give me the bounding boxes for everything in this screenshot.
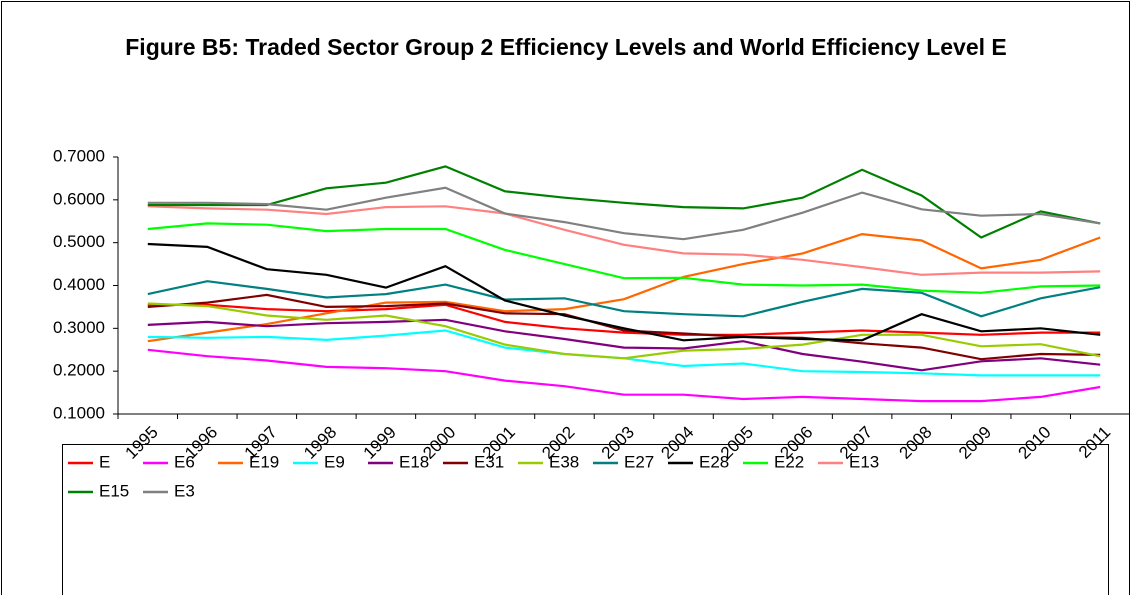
legend-label: E6 — [174, 452, 195, 471]
y-tick-label: 0.5000 — [53, 232, 105, 251]
y-tick-label: 0.4000 — [53, 275, 105, 294]
legend-label: E22 — [774, 452, 804, 471]
y-tick-label: 0.6000 — [53, 189, 105, 208]
y-tick-label: 0.2000 — [53, 361, 105, 380]
legend-label: E15 — [99, 481, 129, 500]
legend-label: E — [99, 452, 110, 471]
legend-label: E19 — [249, 452, 279, 471]
y-tick-label: 0.7000 — [53, 146, 105, 165]
series-line — [147, 293, 1101, 361]
legend-label: E38 — [549, 452, 579, 471]
series-line — [147, 242, 1101, 342]
series-line — [147, 232, 1101, 343]
series-line — [147, 205, 1101, 276]
series-line — [147, 222, 1101, 294]
legend-box — [62, 444, 1109, 595]
series-line — [147, 303, 1101, 336]
chart-title: Figure B5: Traded Sector Group 2 Efficie… — [125, 34, 1007, 60]
legend-label: E31 — [474, 452, 504, 471]
legend-label: E18 — [399, 452, 429, 471]
series-line — [147, 318, 1101, 372]
legend-label: E9 — [324, 452, 345, 471]
legend-label: E13 — [849, 452, 879, 471]
legend-label: E3 — [174, 481, 195, 500]
series-line — [147, 302, 1101, 360]
series-line — [147, 165, 1101, 239]
series-line — [147, 329, 1101, 377]
series-line — [147, 280, 1101, 318]
series-line — [147, 186, 1101, 241]
y-tick-label: 0.3000 — [53, 318, 105, 337]
legend-label: E27 — [624, 452, 654, 471]
series-line — [147, 348, 1101, 403]
legend-label: E28 — [699, 452, 729, 471]
y-tick-label: 0.1000 — [53, 403, 105, 422]
